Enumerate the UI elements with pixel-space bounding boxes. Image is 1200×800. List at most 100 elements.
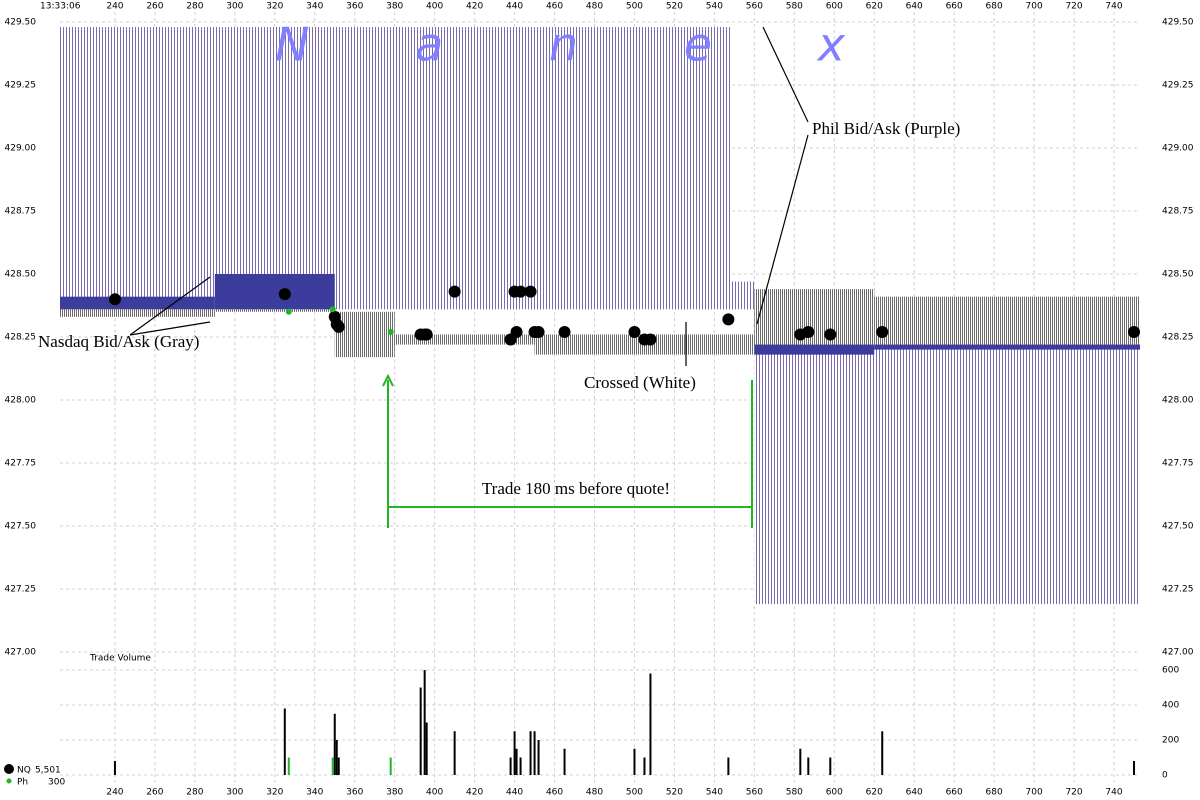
trade (558, 325, 571, 338)
quote-overlap (60, 296, 215, 310)
pointer (756, 134, 809, 325)
x-tick-label: 360 (346, 2, 363, 12)
trade (278, 288, 291, 301)
trade (802, 325, 815, 338)
legend-total: 5,501 (35, 766, 61, 776)
annotation: Crossed (White) (584, 373, 696, 392)
y-tick-label: 428.25 (1162, 333, 1194, 343)
x-tick-label: 740 (1105, 788, 1122, 798)
legend-swatch (4, 764, 14, 774)
y-tick-label: 427.00 (1162, 648, 1194, 658)
volume-bar (337, 757, 340, 775)
volume-tick-label: 0 (1162, 771, 1168, 781)
x-tick-label: 660 (946, 788, 963, 798)
x-tick-label: 560 (746, 2, 763, 12)
x-tick-label: 620 (866, 2, 883, 12)
pointer (129, 276, 211, 336)
y-tick-label: 429.25 (1162, 81, 1194, 91)
volume-bar (335, 740, 338, 775)
trade (329, 306, 336, 313)
y-tick-label: 429.50 (5, 18, 37, 28)
y-tick-label: 429.00 (1162, 144, 1194, 154)
x-tick-label: 240 (106, 788, 123, 798)
volume-bar (533, 731, 536, 775)
trade (332, 320, 345, 333)
trade (628, 325, 641, 338)
volume-bar (283, 708, 286, 775)
legend-label: Ph (17, 778, 28, 788)
volume-tick-label: 200 (1162, 736, 1179, 746)
quote-band (60, 27, 731, 310)
x-tick-label: 680 (986, 788, 1003, 798)
x-tick-label: 740 (1105, 2, 1122, 12)
annotation: Nasdaq Bid/Ask (Gray) (38, 332, 199, 351)
volume-bar (513, 731, 516, 775)
y-tick-label: 428.00 (1162, 396, 1194, 406)
trade (420, 328, 433, 341)
volume-bar (643, 757, 646, 775)
trade (644, 333, 657, 346)
x-tick-label: 460 (546, 788, 563, 798)
volume-bar (563, 748, 566, 775)
y-tick-label: 429.25 (5, 81, 37, 91)
x-tick-label: 480 (586, 788, 603, 798)
volume-bar (509, 757, 512, 775)
trade (722, 313, 735, 326)
x-tick-label: 560 (746, 788, 763, 798)
pointer (762, 26, 809, 123)
x-tick-label: 720 (1065, 2, 1082, 12)
legend-swatch (6, 778, 12, 784)
x-tick-label: 380 (386, 2, 403, 12)
trade (510, 325, 523, 338)
trade (1128, 325, 1141, 338)
x-tick-label: 520 (666, 788, 683, 798)
trade (532, 325, 545, 338)
y-tick-label: 428.50 (5, 270, 37, 280)
y-tick-label: 427.75 (5, 459, 37, 469)
volume-title: Trade Volume (89, 654, 151, 664)
trade (524, 285, 537, 298)
x-tick-label: 440 (506, 788, 523, 798)
x-tick-label: 700 (1026, 788, 1043, 798)
volume-bar (519, 757, 522, 775)
volume-bar (537, 740, 540, 775)
x-tick-label: 300 (226, 2, 243, 12)
x-tick-label: 340 (306, 788, 323, 798)
x-tick-label: 240 (106, 2, 123, 12)
x-tick-label: 280 (186, 2, 203, 12)
y-tick-label: 427.50 (5, 522, 37, 532)
volume-bar (423, 670, 426, 775)
trade (824, 328, 837, 341)
x-tick-label: 380 (386, 788, 403, 798)
volume-bar (649, 673, 652, 775)
trade (514, 285, 527, 298)
annotation: Phil Bid/Ask (Purple) (812, 119, 960, 138)
y-tick-label: 428.00 (5, 396, 37, 406)
y-tick-label: 427.50 (1162, 522, 1194, 532)
annotations (129, 26, 809, 366)
volume-tick-label: 600 (1162, 666, 1179, 676)
x-tick-label: 540 (706, 2, 723, 12)
x-tick-label: 460 (546, 2, 563, 12)
x-tick-label: 600 (826, 2, 843, 12)
x-tick-label: 680 (986, 2, 1003, 12)
x-tick-label: 300 (226, 788, 243, 798)
volume-bar (113, 761, 116, 775)
x-tick-label: 340 (306, 2, 323, 12)
x-tick-label: 480 (586, 2, 603, 12)
volume-bar (331, 757, 334, 775)
x-tick-label: 260 (146, 788, 163, 798)
trade (448, 285, 461, 298)
x-tick-label: 520 (666, 2, 683, 12)
quote-overlap (754, 344, 875, 355)
x-tick-label: 580 (786, 788, 803, 798)
x-tick-label: 320 (266, 788, 283, 798)
volume-bar (287, 757, 290, 775)
volume-bar (389, 757, 392, 775)
quote-overlap (874, 344, 1140, 350)
x-tick-label: 720 (1065, 788, 1082, 798)
x-tick-label: 660 (946, 2, 963, 12)
volume-bar (453, 731, 456, 775)
trade (876, 325, 889, 338)
